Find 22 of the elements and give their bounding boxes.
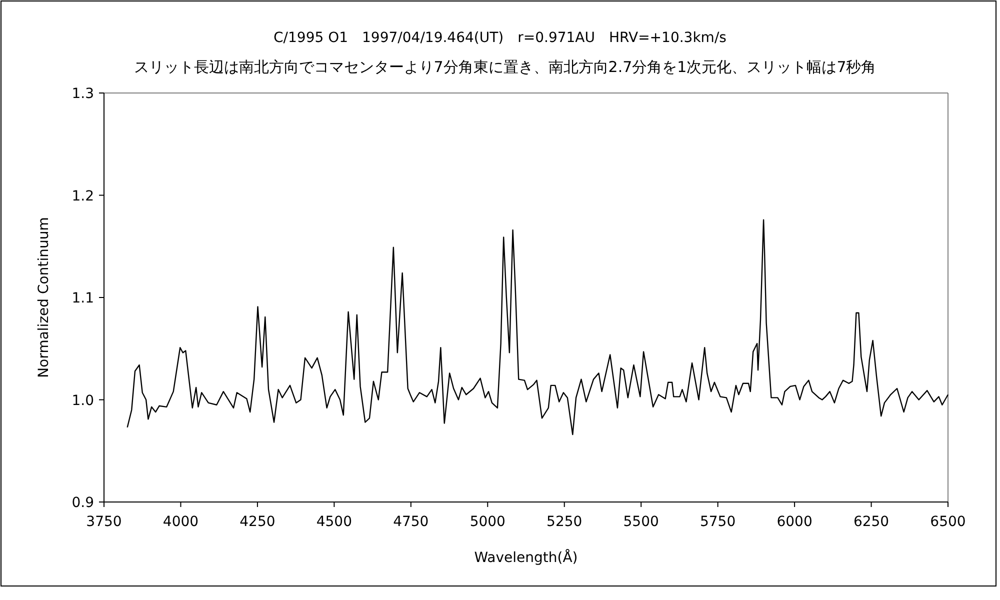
line-series: [126, 219, 949, 436]
x-tick-label: 5500: [623, 514, 659, 530]
y-axis-title: Normalized Continuum: [36, 217, 52, 378]
x-tick-label: 4500: [316, 514, 352, 530]
chart-subtitle: スリット長辺は南北方向でコマセンターより7分角東に置き、南北方向2.7分角を1次元化、スリット幅は7秒角: [134, 58, 876, 76]
y-tick-label: 1.3: [72, 86, 94, 102]
x-tick-label: 6500: [930, 514, 966, 530]
y-tick-label: 0.9: [72, 495, 94, 511]
x-tick-label: 6250: [853, 514, 890, 530]
x-tick-label: 4000: [162, 514, 199, 530]
chart-title: C/1995 O1 1997/04/19.464(UT) r=0.971AU HRV=+10.3km/s: [274, 30, 726, 46]
x-tick-label: 3750: [86, 514, 122, 530]
x-tick-label: 4250: [240, 514, 276, 530]
x-tick-label: 5000: [470, 514, 506, 530]
x-tick-label: 5750: [700, 514, 736, 530]
y-tick-label: 1.2: [72, 188, 94, 204]
x-tick-label: 6000: [776, 514, 812, 530]
x-tick-label: 4750: [393, 514, 429, 530]
x-axis-title: Wavelength(Å): [474, 549, 578, 566]
x-tick-label: 5250: [546, 514, 582, 530]
y-tick-label: 1.0: [72, 392, 94, 409]
y-tick-label: 1.1: [72, 290, 94, 306]
